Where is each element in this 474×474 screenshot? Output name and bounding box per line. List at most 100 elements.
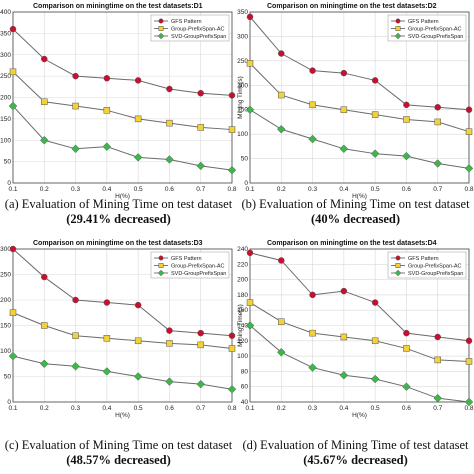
legend-box bbox=[387, 251, 467, 279]
data-point bbox=[246, 299, 254, 306]
data-point bbox=[403, 329, 410, 337]
data-point bbox=[403, 101, 410, 109]
data-point bbox=[166, 340, 173, 347]
data-point bbox=[434, 356, 441, 364]
y-tick-label: 200 bbox=[0, 95, 11, 102]
data-point bbox=[340, 333, 348, 341]
data-point bbox=[197, 124, 204, 131]
data-point bbox=[9, 309, 17, 316]
legend-label: GFS Pattern bbox=[408, 256, 439, 262]
series-line bbox=[12, 28, 233, 96]
data-point bbox=[402, 151, 411, 161]
data-point bbox=[434, 118, 441, 126]
data-point bbox=[308, 134, 317, 144]
legend-label: SVD-GroupPrefixSpan bbox=[171, 271, 226, 277]
y-tick-label: 300 bbox=[0, 52, 11, 59]
x-axis-label: H(%) bbox=[115, 193, 130, 200]
data-point bbox=[103, 335, 111, 342]
x-tick-label: 0.8 bbox=[227, 405, 236, 412]
chart-panel-d4: Comparison on miningtime on the test dat… bbox=[237, 237, 474, 474]
data-point bbox=[134, 77, 142, 84]
x-tick-label: 0.3 bbox=[71, 405, 80, 412]
data-point bbox=[40, 135, 49, 145]
data-point bbox=[157, 32, 165, 40]
y-tick-label: 0 bbox=[7, 180, 11, 187]
x-tick-label: 0.7 bbox=[196, 186, 205, 193]
y-tick-label: 160 bbox=[237, 307, 248, 314]
data-point bbox=[434, 104, 441, 111]
x-tick-label: 0.2 bbox=[40, 405, 49, 412]
data-point bbox=[158, 26, 164, 31]
data-point bbox=[134, 301, 142, 309]
chart-d2: Comparison on miningtime on the test dat… bbox=[237, 3, 474, 200]
data-point bbox=[166, 85, 173, 93]
y-tick-label: 100 bbox=[0, 137, 11, 144]
x-tick-label: 0.1 bbox=[8, 405, 17, 412]
data-point bbox=[134, 115, 142, 123]
caption-d1: (a) Evaluation of Mining Time on test da… bbox=[0, 197, 237, 227]
data-point bbox=[228, 332, 236, 339]
series-line bbox=[12, 355, 233, 390]
data-point bbox=[371, 77, 379, 84]
data-point bbox=[71, 144, 80, 154]
data-point bbox=[433, 159, 442, 168]
series-line bbox=[12, 71, 233, 131]
y-tick-label: 300 bbox=[0, 246, 11, 253]
x-tick-label: 0.2 bbox=[40, 186, 49, 193]
y-tick-label: 50 bbox=[4, 374, 12, 381]
y-axis-label: Mining Time(s) bbox=[237, 76, 244, 119]
data-point bbox=[434, 333, 441, 341]
legend-label: Group-PrefixSpan-AC bbox=[171, 264, 225, 270]
data-point bbox=[246, 60, 254, 67]
data-point bbox=[278, 318, 285, 325]
data-point bbox=[158, 263, 164, 268]
x-tick-label: 0.6 bbox=[402, 405, 411, 412]
data-point bbox=[309, 101, 316, 109]
data-point bbox=[165, 155, 174, 164]
y-tick-label: 400 bbox=[0, 9, 11, 16]
chart-title: Comparison on miningtime on the test dat… bbox=[267, 240, 437, 247]
legend-box bbox=[150, 251, 230, 279]
series-line bbox=[249, 62, 470, 133]
y-tick-label: 50 bbox=[4, 159, 12, 166]
data-point bbox=[371, 111, 379, 118]
data-point bbox=[402, 382, 411, 391]
data-point bbox=[464, 397, 474, 407]
x-tick-label: 0.5 bbox=[134, 186, 143, 193]
y-tick-label: 220 bbox=[237, 261, 248, 268]
data-point bbox=[103, 107, 111, 114]
data-point bbox=[395, 255, 401, 261]
y-tick-label: 60 bbox=[241, 384, 249, 391]
series-line bbox=[12, 248, 233, 337]
data-point bbox=[228, 92, 236, 99]
y-tick-label: 150 bbox=[0, 116, 11, 123]
data-point bbox=[41, 55, 48, 63]
data-point bbox=[197, 341, 204, 349]
data-point bbox=[8, 351, 18, 361]
x-tick-label: 0.2 bbox=[277, 186, 286, 193]
y-tick-label: 250 bbox=[0, 272, 11, 279]
y-tick-label: 350 bbox=[237, 9, 248, 16]
data-point bbox=[72, 72, 79, 80]
caption-d1-bold: (29.41% decreased) bbox=[66, 212, 171, 226]
series-line bbox=[12, 312, 233, 349]
y-tick-label: 150 bbox=[0, 323, 11, 330]
x-tick-label: 0.6 bbox=[402, 186, 411, 193]
x-tick-label: 0.4 bbox=[339, 405, 348, 412]
data-point bbox=[339, 144, 349, 154]
series-line bbox=[249, 252, 470, 342]
chart-d4: Comparison on miningtime on the test dat… bbox=[237, 240, 474, 419]
data-point bbox=[103, 299, 111, 306]
data-point bbox=[465, 358, 473, 365]
data-point bbox=[197, 89, 204, 97]
y-tick-label: 200 bbox=[237, 277, 248, 284]
data-point bbox=[165, 377, 174, 386]
data-point bbox=[41, 98, 48, 106]
y-tick-label: 50 bbox=[241, 156, 249, 163]
data-point bbox=[134, 337, 142, 345]
y-tick-label: 200 bbox=[0, 297, 11, 304]
y-tick-label: 40 bbox=[241, 399, 249, 406]
data-point bbox=[9, 25, 17, 33]
data-point bbox=[40, 359, 49, 369]
data-point bbox=[371, 337, 379, 345]
